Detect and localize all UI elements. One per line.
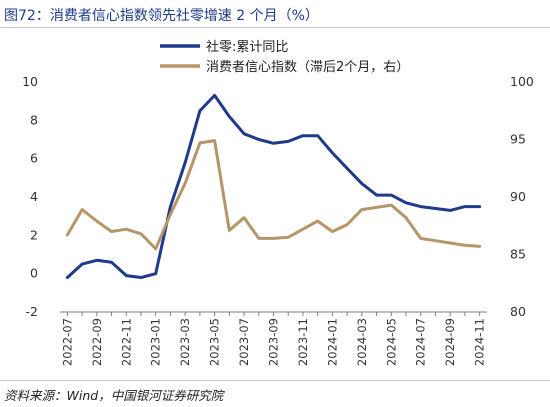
y-left-tick-label: 4 xyxy=(30,189,38,204)
x-tick-label: 2023-05 xyxy=(208,318,222,366)
x-tick-label: 2023-11 xyxy=(296,318,310,366)
chart-series xyxy=(65,93,482,279)
y-right-tick-label: 100 xyxy=(510,74,534,89)
chart-axes: -2 0 2 4 6 8 10 80 85 90 95 100 2022-07 2022-09 2022-1… xyxy=(22,74,534,366)
line-chart: -2 0 2 4 6 8 10 80 85 90 95 100 2022-07 2022-09 2022-1… xyxy=(22,39,534,366)
y-right-tick-label: 95 xyxy=(510,132,526,147)
y-left-tick-label: 6 xyxy=(30,151,38,166)
x-tick-label: 2024-07 xyxy=(414,318,428,366)
title-divider xyxy=(0,27,550,28)
legend-label-retail-sales: 社零:累计同比 xyxy=(206,39,288,55)
y-left-tick-label: 0 xyxy=(30,266,38,281)
y-right-tick-label: 90 xyxy=(510,189,526,204)
x-tick-label: 2022-07 xyxy=(60,318,74,366)
y-left-tick-label: -2 xyxy=(26,304,38,319)
source-note: 资料来源：Wind，中国银河证券研究院 xyxy=(4,388,224,403)
y-left-tick-label: 8 xyxy=(30,112,38,127)
x-tick-label: 2024-09 xyxy=(443,318,457,366)
x-tick-label: 2023-07 xyxy=(237,318,251,366)
x-tick-label: 2024-03 xyxy=(355,318,369,366)
x-tick-label: 2024-11 xyxy=(473,318,487,366)
y-left-tick-label: 2 xyxy=(30,227,38,242)
x-tick-label: 2022-11 xyxy=(119,318,133,366)
source-divider xyxy=(0,380,550,381)
x-tick-label: 2023-09 xyxy=(267,318,281,366)
y-left-tick-label: 10 xyxy=(22,74,38,89)
x-tick-label: 2023-01 xyxy=(149,318,163,366)
legend-label-consumer-confidence: 消费者信心指数（滞后2个月，右） xyxy=(206,60,409,75)
y-right-tick-label: 85 xyxy=(510,247,526,262)
y-right-tick-label: 80 xyxy=(510,304,526,319)
series-line-retail-sales xyxy=(65,93,482,279)
x-tick-label: 2024-01 xyxy=(325,318,339,366)
x-tick-label: 2023-03 xyxy=(178,318,192,366)
series-line-consumer-confidence xyxy=(65,139,482,251)
x-tick-label: 2022-09 xyxy=(90,318,104,366)
x-tick-label: 2024-05 xyxy=(384,318,398,366)
chart-title: 图72：消费者信心指数领先社零增速 2 个月（%） xyxy=(4,8,319,24)
